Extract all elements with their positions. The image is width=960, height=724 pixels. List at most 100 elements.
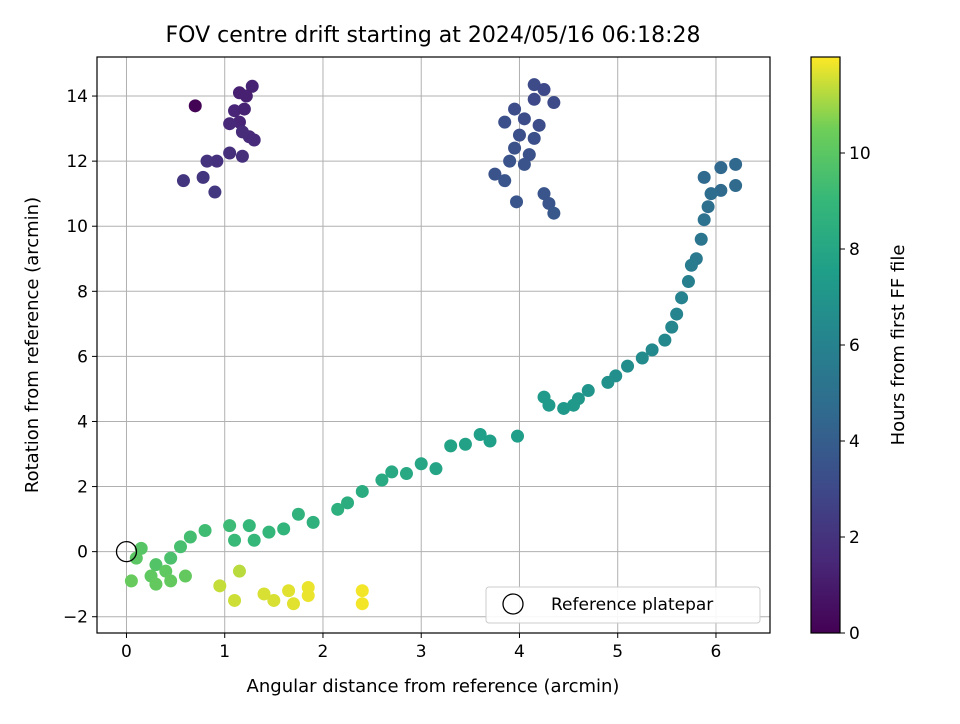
colorbar-tick-label: 4 bbox=[849, 432, 860, 452]
data-point bbox=[232, 115, 246, 129]
data-point bbox=[282, 584, 296, 598]
data-point bbox=[235, 149, 249, 163]
y-tick-label: 8 bbox=[77, 282, 88, 302]
colorbar-tick-label: 10 bbox=[849, 144, 871, 164]
colorbar-tick-label: 6 bbox=[849, 336, 860, 356]
data-point bbox=[512, 128, 526, 142]
data-point bbox=[542, 196, 556, 210]
data-point bbox=[149, 577, 163, 591]
data-point bbox=[510, 195, 524, 209]
y-tick-label: 4 bbox=[77, 412, 88, 432]
data-point bbox=[188, 99, 202, 113]
data-point bbox=[567, 398, 581, 412]
y-tick-label: 14 bbox=[66, 87, 88, 107]
data-point bbox=[301, 589, 315, 603]
data-point bbox=[228, 104, 242, 118]
data-point bbox=[174, 540, 188, 554]
data-point bbox=[198, 523, 212, 537]
x-tick-label: 4 bbox=[514, 642, 525, 662]
data-point bbox=[729, 179, 743, 193]
colorbar-tick-label: 2 bbox=[849, 528, 860, 548]
data-point bbox=[704, 187, 718, 201]
y-tick-label: −2 bbox=[63, 608, 88, 628]
data-point bbox=[684, 258, 698, 272]
colorbar-tick-label: 8 bbox=[849, 240, 860, 260]
colorbar-label: Hours from first FF file bbox=[888, 245, 909, 446]
data-point bbox=[399, 467, 413, 481]
colorbar-gradient bbox=[810, 56, 841, 634]
data-point bbox=[537, 390, 551, 404]
data-point bbox=[458, 437, 472, 451]
data-point bbox=[134, 541, 148, 555]
legend-box bbox=[485, 586, 761, 624]
data-point bbox=[235, 125, 249, 139]
chart-title: FOV centre drift starting at 2024/05/16 … bbox=[166, 23, 701, 48]
data-point bbox=[508, 102, 522, 116]
data-point bbox=[527, 92, 541, 106]
data-point bbox=[527, 78, 541, 92]
data-point bbox=[159, 564, 173, 578]
data-point bbox=[196, 170, 210, 184]
data-point bbox=[697, 213, 711, 227]
data-point bbox=[355, 597, 369, 611]
data-point bbox=[213, 579, 227, 593]
data-point bbox=[537, 83, 551, 97]
data-point bbox=[331, 502, 345, 516]
data-point bbox=[164, 574, 178, 588]
data-point bbox=[375, 473, 389, 487]
data-point bbox=[527, 131, 541, 145]
colorbar: 0 2 4 6 8 10 Hours from first FF file bbox=[810, 56, 909, 644]
data-point bbox=[503, 154, 517, 168]
data-point bbox=[200, 154, 214, 168]
data-point bbox=[355, 584, 369, 598]
y-tick-label: 6 bbox=[77, 347, 88, 367]
data-point bbox=[239, 89, 253, 103]
data-point bbox=[267, 593, 281, 607]
data-point bbox=[277, 522, 291, 536]
data-point bbox=[581, 384, 595, 398]
data-point bbox=[488, 167, 502, 181]
y-tick-label: 2 bbox=[77, 478, 88, 498]
data-points bbox=[124, 78, 743, 611]
colorbar-ticks: 0 2 4 6 8 10 bbox=[840, 144, 871, 644]
y-tick-label: 10 bbox=[66, 217, 88, 237]
data-point bbox=[355, 484, 369, 498]
legend: Reference platepar bbox=[485, 586, 761, 624]
data-point bbox=[183, 530, 197, 544]
data-point bbox=[701, 200, 715, 214]
data-point bbox=[665, 320, 679, 334]
y-axis-ticks: −2 0 2 4 6 8 10 12 14 bbox=[63, 87, 97, 628]
data-point bbox=[223, 146, 237, 160]
x-tick-label: 0 bbox=[121, 642, 132, 662]
data-point bbox=[670, 307, 684, 321]
reference-platepar-marker bbox=[115, 540, 138, 563]
data-point bbox=[517, 112, 531, 126]
x-tick-label: 1 bbox=[219, 642, 230, 662]
data-point bbox=[508, 141, 522, 155]
data-point bbox=[257, 587, 271, 601]
y-axis-label: Rotation from reference (arcmin) bbox=[22, 197, 43, 493]
data-point bbox=[164, 551, 178, 565]
grid-lines bbox=[97, 57, 770, 633]
colorbar-tick-label: 0 bbox=[849, 624, 860, 644]
data-point bbox=[247, 133, 261, 147]
data-point bbox=[547, 96, 561, 110]
data-point bbox=[223, 117, 237, 131]
data-point bbox=[517, 157, 531, 171]
data-point bbox=[532, 118, 546, 132]
data-point bbox=[245, 79, 259, 93]
x-tick-label: 6 bbox=[711, 642, 722, 662]
data-point bbox=[483, 434, 497, 448]
data-point bbox=[511, 429, 525, 443]
data-point bbox=[385, 465, 399, 479]
data-point bbox=[537, 187, 551, 201]
data-point bbox=[714, 161, 728, 175]
x-axis-label: Angular distance from reference (arcmin) bbox=[247, 676, 620, 697]
data-point bbox=[262, 525, 276, 539]
data-point bbox=[286, 597, 300, 611]
data-point bbox=[429, 462, 443, 476]
y-tick-label: 0 bbox=[77, 543, 88, 563]
data-point bbox=[232, 564, 246, 578]
